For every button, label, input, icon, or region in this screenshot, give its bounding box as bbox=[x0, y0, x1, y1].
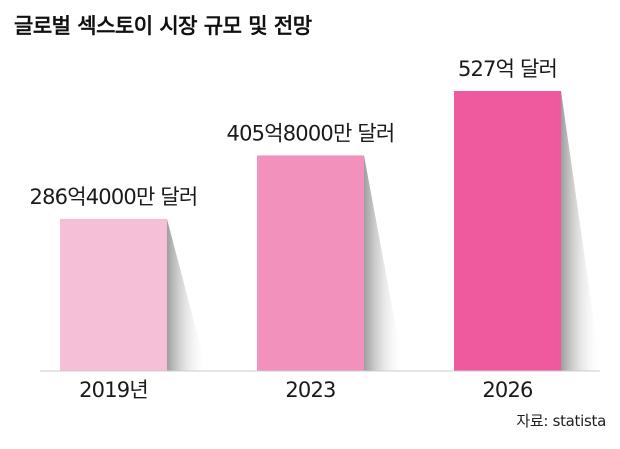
source-note: 자료: statista bbox=[516, 412, 606, 430]
data-labels: 286억4000만 달러 405억8000만 달러 527억 달러 bbox=[30, 57, 558, 209]
data-label-1: 286억4000만 달러 bbox=[30, 185, 198, 209]
x-tick-label-1: 2019년 bbox=[79, 378, 148, 402]
bar-1 bbox=[60, 218, 167, 371]
bar-shadows bbox=[167, 91, 601, 371]
chart-title: 글로벌 섹스토이 시장 규모 및 전망 bbox=[14, 14, 312, 38]
bar-shadow bbox=[364, 155, 404, 371]
x-tick-label-2: 2023 bbox=[285, 378, 335, 402]
bar-shadow bbox=[561, 91, 601, 371]
data-label-3: 527억 달러 bbox=[458, 57, 557, 81]
data-label-2: 405억8000만 달러 bbox=[227, 121, 395, 145]
bars bbox=[60, 91, 561, 371]
bar-3 bbox=[454, 91, 561, 371]
x-tick-label-3: 2026 bbox=[482, 378, 533, 402]
x-tick-labels: 2019년 2023 2026 bbox=[79, 378, 534, 402]
bar-2 bbox=[257, 155, 364, 371]
bar-shadow bbox=[167, 218, 207, 371]
